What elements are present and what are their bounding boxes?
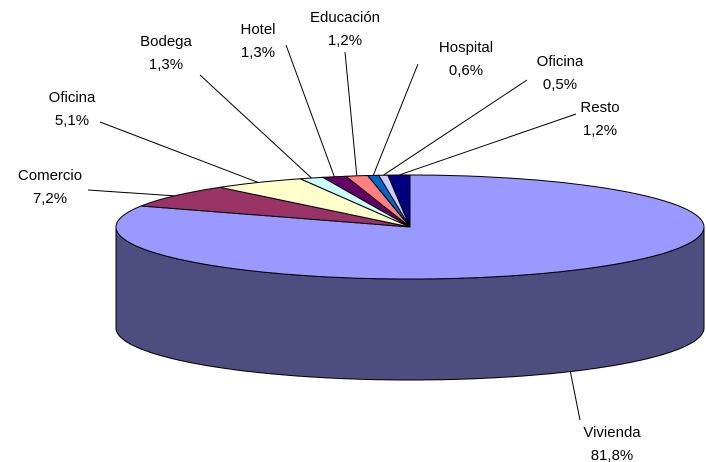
leader-line bbox=[87, 189, 175, 197]
pie-slice bbox=[115, 174, 705, 280]
slice-value-label: 5,1% bbox=[55, 112, 89, 129]
pie-slice bbox=[344, 175, 411, 228]
slice-value-label: 0,6% bbox=[449, 62, 483, 79]
slice-value-label: 1,2% bbox=[328, 32, 362, 49]
pie-slice bbox=[387, 174, 411, 228]
leader-line bbox=[383, 79, 528, 176]
slice-label: Comercio bbox=[18, 167, 82, 184]
leader-line bbox=[569, 371, 581, 421]
slice-label: Oficina bbox=[537, 53, 584, 70]
slice-label: Bodega bbox=[140, 33, 192, 50]
leader-line bbox=[99, 121, 259, 183]
pie-slice bbox=[219, 178, 411, 228]
leader-line bbox=[199, 74, 312, 179]
slice-label: Oficina bbox=[49, 89, 96, 106]
leader-line bbox=[372, 63, 419, 176]
slice-value-label: 81,8% bbox=[591, 447, 634, 462]
slice-label: Resto bbox=[580, 99, 619, 116]
pie-slice bbox=[141, 186, 411, 228]
slice-label: Educación bbox=[310, 9, 380, 26]
slice-value-label: 1,2% bbox=[583, 122, 617, 139]
slice-label: Hotel bbox=[240, 21, 275, 38]
slice-label: Vivienda bbox=[583, 424, 641, 441]
leader-line bbox=[344, 51, 358, 176]
leader-line bbox=[285, 44, 335, 177]
leader-line bbox=[398, 113, 577, 176]
slice-value-label: 0,5% bbox=[543, 76, 577, 93]
slice-label: Hospital bbox=[439, 39, 493, 56]
slice-value-label: 7,2% bbox=[33, 190, 67, 207]
slice-value-label: 1,3% bbox=[241, 44, 275, 61]
slice-value-label: 1,3% bbox=[149, 56, 183, 73]
pie-slice bbox=[321, 175, 411, 228]
pie-tops bbox=[115, 174, 705, 280]
